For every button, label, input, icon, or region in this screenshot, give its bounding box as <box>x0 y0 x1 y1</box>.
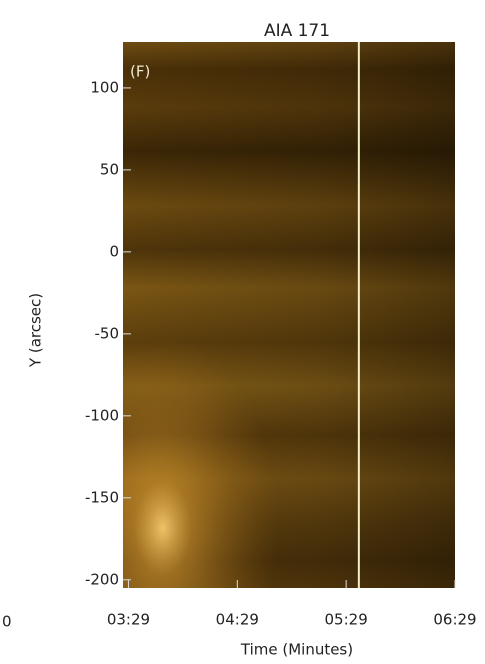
y-tick-label: -50 <box>95 324 120 342</box>
y-tick-label: 0 <box>109 242 119 260</box>
y-tick-label: -100 <box>85 406 119 424</box>
x-tick-label: 06:29 <box>433 611 476 629</box>
image <box>123 42 455 588</box>
chart-title: AIA 171 <box>264 21 330 41</box>
y-tick-label: 100 <box>90 78 119 96</box>
x-tick-label: 05:29 <box>325 611 368 629</box>
y-tick-label: -150 <box>85 488 119 506</box>
x-axis-label: Time (Minutes) <box>240 641 353 659</box>
panel-label: (F) <box>130 63 150 81</box>
x-tick-label: 03:29 <box>107 611 150 629</box>
y-tick-label: -200 <box>85 570 119 588</box>
neighbor-fragment: 0 <box>2 613 12 631</box>
x-tick-label: 04:29 <box>216 611 259 629</box>
y-tick-label: 50 <box>100 160 119 178</box>
y-axis-label: Y (arcsec) <box>27 293 45 368</box>
